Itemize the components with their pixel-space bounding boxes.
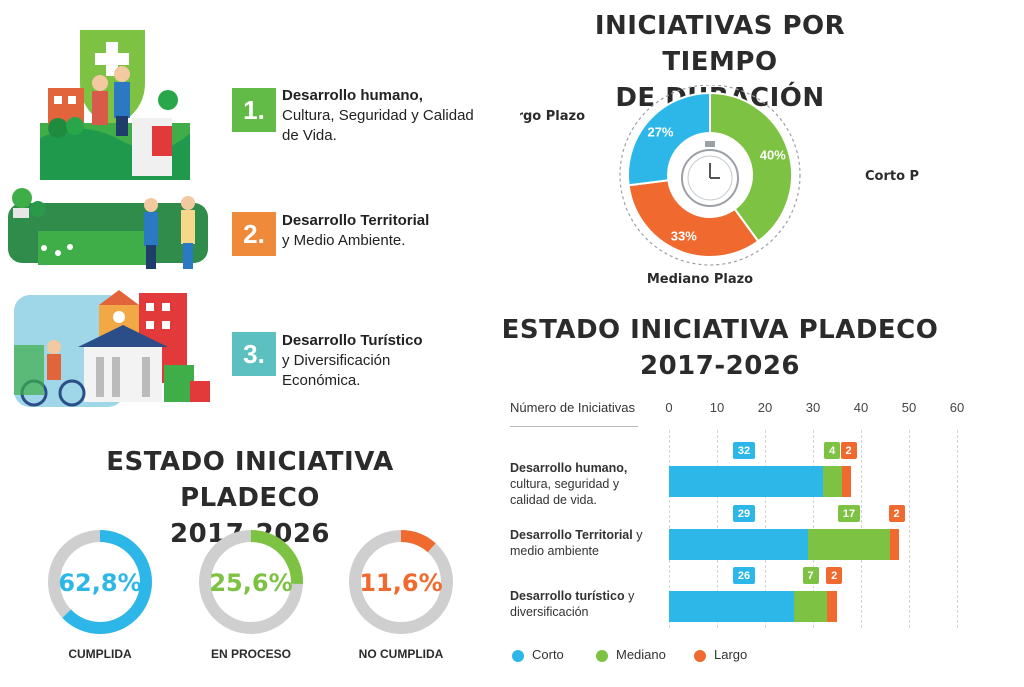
legend-item-mediano: Mediano xyxy=(596,647,666,662)
gridline-40 xyxy=(861,430,862,628)
category-label-rest-1: cultura, seguridad y calidad de vida. xyxy=(510,477,620,507)
donut-category-label-3: Largo Plazo xyxy=(520,109,585,124)
status-value-1: 62,8% xyxy=(58,569,141,597)
bar-label-mediano-2: 17 xyxy=(838,505,860,526)
bar-label-corto-1: 32 xyxy=(733,442,755,463)
legend-label-largo: Largo xyxy=(714,647,748,662)
category-label-1: Desarrollo humano, cultura, seguridad y … xyxy=(510,460,660,508)
category-label-bold-3: Desarrollo turístico xyxy=(510,589,625,603)
axis-title-3: Desarrollo Turístico xyxy=(282,332,423,349)
gridline-30 xyxy=(813,430,814,628)
axis-text-2: Desarrollo Territorial y Medio Ambiente. xyxy=(282,211,482,251)
bar-mediano-3 xyxy=(793,591,828,622)
legend-item-corto: Corto xyxy=(512,647,564,662)
bar-label-mediano-1: 4 xyxy=(824,442,841,463)
illustration-territorial xyxy=(8,188,208,269)
stopwatch-icon xyxy=(681,141,739,207)
legend-label-mediano: Mediano xyxy=(616,647,666,662)
axis-subtitle-2: y Medio Ambiente. xyxy=(282,232,406,249)
donut-outline xyxy=(619,85,801,266)
category-label-bold-2: Desarrollo Territorial xyxy=(510,528,633,542)
bars-title-line1: ESTADO INICIATIVA PLADECO xyxy=(501,315,939,345)
axis-number-3: 3. xyxy=(232,332,276,376)
legend-label-corto: Corto xyxy=(532,647,564,662)
x-tick-40: 40 xyxy=(853,400,869,415)
category-label-rest-3: y diversificación xyxy=(510,589,635,619)
x-tick-60: 60 xyxy=(949,400,965,415)
gridline-50 xyxy=(909,430,910,628)
bar-label-largo-2: 2 xyxy=(888,505,905,526)
status-label-1: CUMPLIDA xyxy=(68,647,132,661)
bars-axis-label: Número de Iniciativas xyxy=(510,400,635,415)
donut-value-label-2: 33% xyxy=(671,229,697,244)
status-label-2: EN PROCESO xyxy=(211,647,291,661)
status-value-2: 25,6% xyxy=(209,569,292,597)
duration-donut-chart: 40% Corto Plazo 33% Mediano Plazo 27% Largo P… xyxy=(520,85,920,287)
axis-number-2: 2. xyxy=(232,212,276,256)
legend-swatch-largo xyxy=(694,649,706,662)
legend-swatch-corto xyxy=(512,649,524,662)
bar-largo-2 xyxy=(889,529,900,560)
legend-item-largo: Largo xyxy=(694,647,747,662)
category-label-rest-2: y medio ambiente xyxy=(510,528,643,558)
axis-subtitle-3: y Diversificación Económica. xyxy=(282,352,391,389)
status-title-line1: ESTADO INICIATIVA PLADECO xyxy=(106,447,394,513)
x-tick-10: 10 xyxy=(709,400,725,415)
bar-label-mediano-3: 7 xyxy=(802,567,819,588)
bar-largo-3 xyxy=(827,591,837,622)
status-ring-1 xyxy=(48,530,152,634)
bar-mediano-2 xyxy=(808,529,890,560)
legend-swatch-mediano xyxy=(596,649,608,662)
bar-label-largo-3: 2 xyxy=(826,567,843,588)
axis-text-1: Desarrollo humano, Cultura, Seguridad y … xyxy=(282,86,482,146)
x-tick-20: 20 xyxy=(757,400,773,415)
category-label-bold-1: Desarrollo humano, xyxy=(510,461,628,475)
bar-corto-2 xyxy=(669,529,809,560)
axis-title-1: Desarrollo humano, xyxy=(282,87,423,104)
donut-value-label-1: 40% xyxy=(760,148,786,163)
status-ring-3 xyxy=(349,530,453,634)
bar-largo-1 xyxy=(841,466,852,497)
illustration-human-development xyxy=(40,30,190,180)
axis-subtitle-1: Cultura, Seguridad y Calidad de Vida. xyxy=(282,107,474,144)
donut-category-label-1: Corto Plazo xyxy=(865,169,920,184)
gridline-20 xyxy=(765,430,766,628)
category-label-2: Desarrollo Territorial y medio ambiente xyxy=(510,527,660,559)
status-ring-2 xyxy=(199,530,303,634)
x-tick-0: 0 xyxy=(665,400,673,415)
axis-title-2: Desarrollo Territorial xyxy=(282,212,430,229)
status-rings-chart: 62,8% CUMPLIDA 25,6% EN PROCESO 11,6% NO CUMP… xyxy=(48,530,453,661)
donut-value-label-3: 27% xyxy=(647,124,673,139)
donut-slice-3 xyxy=(627,91,711,187)
donut-slice-1 xyxy=(709,91,793,243)
donut-title-line1: INICIATIVAS POR TIEMPO xyxy=(594,11,846,77)
donut-category-label-2: Mediano Plazo xyxy=(647,272,753,287)
gridline-60 xyxy=(957,430,958,628)
gridline-0 xyxy=(669,430,670,628)
axis-text-3: Desarrollo Turístico y Diversificación E… xyxy=(282,331,462,391)
status-value-3: 11,6% xyxy=(359,569,442,597)
bars-axis-underline xyxy=(510,426,638,427)
bar-mediano-1 xyxy=(822,466,842,497)
bar-corto-3 xyxy=(669,591,794,622)
gridline-10 xyxy=(717,430,718,628)
axis-number-1: 1. xyxy=(232,88,276,132)
donut-slice-2 xyxy=(627,179,760,258)
bar-label-corto-3: 26 xyxy=(733,567,755,588)
bar-label-largo-1: 2 xyxy=(840,442,857,463)
x-tick-30: 30 xyxy=(805,400,821,415)
status-label-3: NO CUMPLIDA xyxy=(359,647,444,661)
category-label-3: Desarrollo turístico y diversificación xyxy=(510,588,660,620)
illustration-tourism xyxy=(14,290,210,407)
bar-corto-1 xyxy=(669,466,823,497)
bars-title-line2: 2017-2026 xyxy=(639,351,801,381)
bars-title: ESTADO INICIATIVA PLADECO 2017-2026 xyxy=(500,312,940,384)
bar-label-corto-2: 29 xyxy=(733,505,755,526)
x-tick-50: 50 xyxy=(901,400,917,415)
